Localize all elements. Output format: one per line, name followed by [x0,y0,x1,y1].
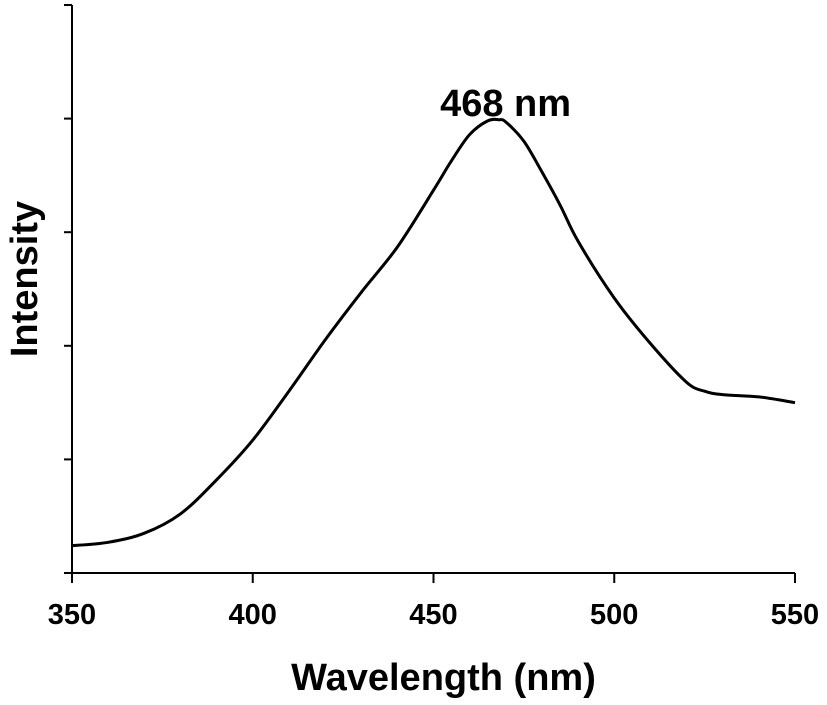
peak-annotation: 468 nm [440,83,571,125]
x-ticks: 350 400 450 500 550 [48,573,819,631]
x-tick-label: 450 [409,599,457,631]
x-tick-label: 350 [48,599,96,631]
x-tick-label: 500 [590,599,638,631]
y-ticks [64,4,72,574]
x-axis-title: Wavelength (nm) [291,657,596,699]
x-tick-label: 400 [229,599,277,631]
y-axis-title: Intensity [4,201,46,357]
series-line [71,117,796,548]
x-tick-label: 550 [771,599,819,631]
